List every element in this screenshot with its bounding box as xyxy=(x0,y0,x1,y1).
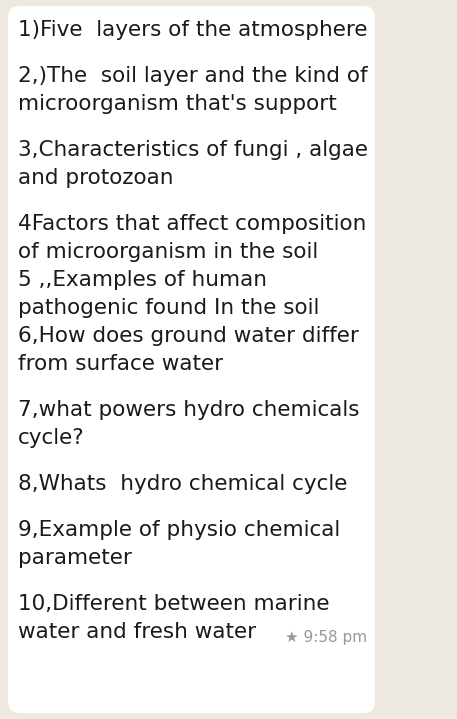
Text: pathogenic found In the soil: pathogenic found In the soil xyxy=(18,298,319,319)
Text: from surface water: from surface water xyxy=(18,354,223,374)
Text: 9,Example of physio chemical: 9,Example of physio chemical xyxy=(18,521,340,540)
Text: 6,How does ground water differ: 6,How does ground water differ xyxy=(18,326,359,347)
Text: cycle?: cycle? xyxy=(18,429,85,448)
Text: 8,Whats  hydro chemical cycle: 8,Whats hydro chemical cycle xyxy=(18,475,347,494)
Text: and protozoan: and protozoan xyxy=(18,168,174,188)
Text: 3,Characteristics of fungi , algae: 3,Characteristics of fungi , algae xyxy=(18,140,368,160)
Text: of microorganism in the soil: of microorganism in the soil xyxy=(18,242,318,262)
Text: parameter: parameter xyxy=(18,548,132,568)
Text: 1)Five  layers of the atmosphere: 1)Five layers of the atmosphere xyxy=(18,20,367,40)
FancyBboxPatch shape xyxy=(8,6,375,713)
Text: water and fresh water: water and fresh water xyxy=(18,622,256,642)
Text: 2,)The  soil layer and the kind of: 2,)The soil layer and the kind of xyxy=(18,66,367,86)
Text: 10,Different between marine: 10,Different between marine xyxy=(18,594,329,614)
Text: 4Factors that affect composition: 4Factors that affect composition xyxy=(18,214,367,234)
Text: ★ 9:58 pm: ★ 9:58 pm xyxy=(285,630,367,645)
Text: microorganism that's support: microorganism that's support xyxy=(18,94,337,114)
Text: 7,what powers hydro chemicals: 7,what powers hydro chemicals xyxy=(18,400,360,420)
Text: 5 ,,Examples of human: 5 ,,Examples of human xyxy=(18,270,267,290)
